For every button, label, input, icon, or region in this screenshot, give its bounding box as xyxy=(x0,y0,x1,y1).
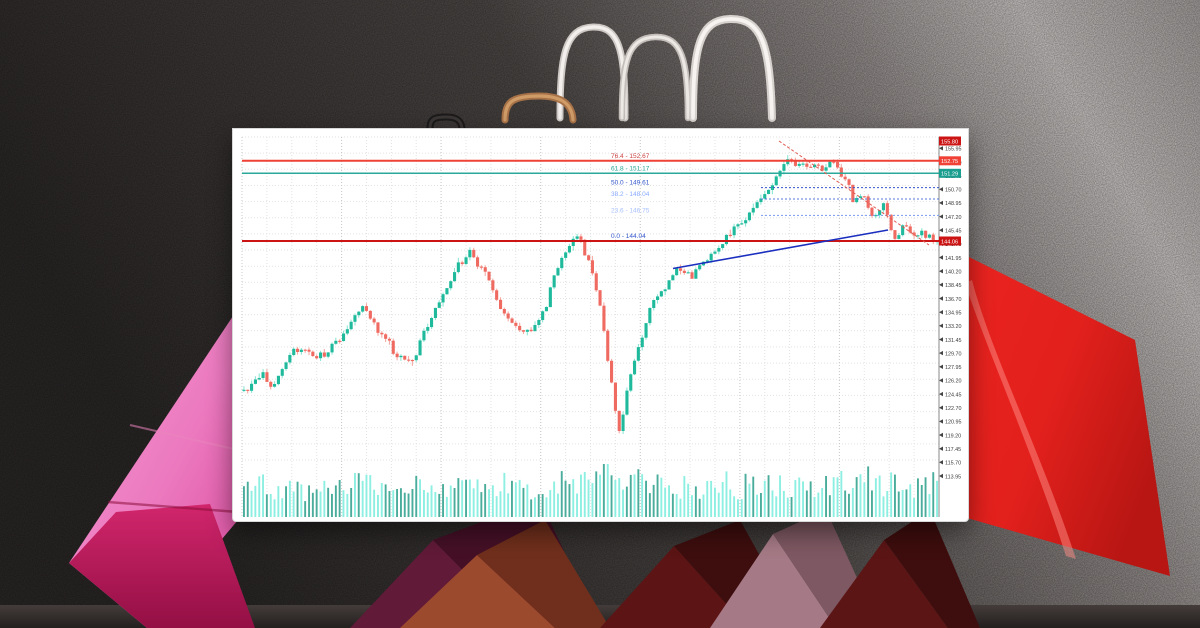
svg-text:120.95: 120.95 xyxy=(945,420,962,426)
svg-text:23.6 - 146.75: 23.6 - 146.75 xyxy=(611,207,650,214)
svg-text:131.45: 131.45 xyxy=(945,338,962,344)
svg-text:127.95: 127.95 xyxy=(945,365,962,371)
svg-text:119.20: 119.20 xyxy=(945,433,961,439)
svg-text:136.70: 136.70 xyxy=(945,297,962,303)
svg-text:134.95: 134.95 xyxy=(945,311,962,317)
svg-text:144.06: 144.06 xyxy=(941,239,958,245)
svg-text:38.2 - 148.04: 38.2 - 148.04 xyxy=(611,191,650,198)
svg-text:0.0 - 144.04: 0.0 - 144.04 xyxy=(611,233,646,240)
svg-text:117.45: 117.45 xyxy=(945,447,961,453)
svg-text:133.20: 133.20 xyxy=(945,324,962,330)
svg-text:140.20: 140.20 xyxy=(945,270,962,276)
svg-text:152.75: 152.75 xyxy=(941,159,958,165)
svg-text:115.70: 115.70 xyxy=(945,461,961,467)
svg-text:76.4 - 152.67: 76.4 - 152.67 xyxy=(611,153,650,160)
svg-text:113.95: 113.95 xyxy=(945,474,961,480)
svg-text:150.70: 150.70 xyxy=(945,188,962,194)
svg-text:124.45: 124.45 xyxy=(945,392,962,398)
svg-text:126.20: 126.20 xyxy=(945,379,962,385)
svg-text:145.45: 145.45 xyxy=(945,229,962,235)
svg-text:50.0 - 149.61: 50.0 - 149.61 xyxy=(611,180,650,187)
svg-text:148.95: 148.95 xyxy=(945,201,962,207)
svg-text:138.45: 138.45 xyxy=(945,283,962,289)
svg-text:147.20: 147.20 xyxy=(945,215,962,221)
svg-text:155.95: 155.95 xyxy=(945,147,962,153)
svg-text:122.70: 122.70 xyxy=(945,406,962,412)
svg-text:151.29: 151.29 xyxy=(941,172,958,178)
svg-text:155.80: 155.80 xyxy=(941,139,958,145)
svg-text:141.95: 141.95 xyxy=(945,256,962,262)
svg-text:129.70: 129.70 xyxy=(945,351,962,357)
svg-text:61.8 - 151.17: 61.8 - 151.17 xyxy=(611,165,650,172)
